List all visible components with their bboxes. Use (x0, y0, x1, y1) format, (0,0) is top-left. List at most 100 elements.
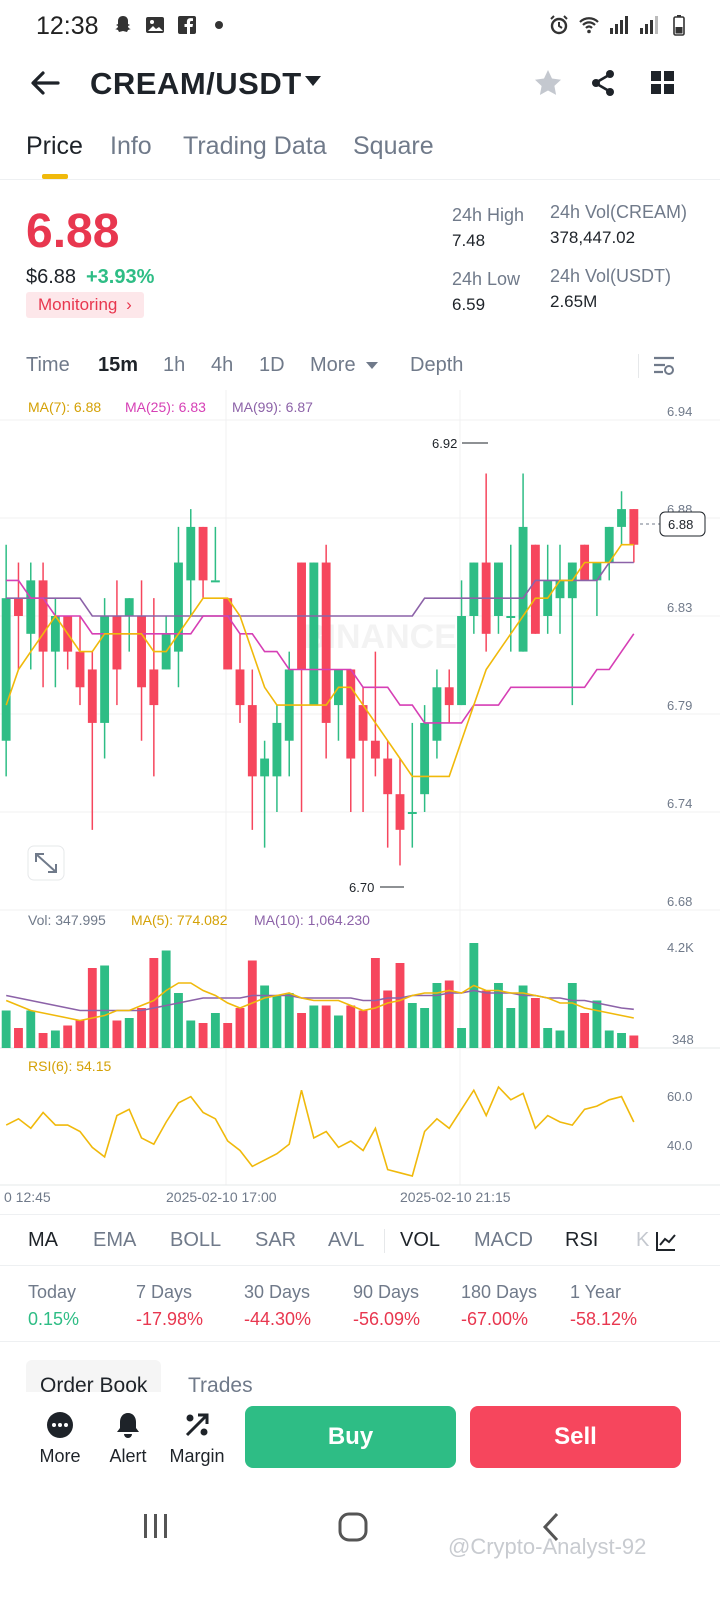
indicator-avl[interactable]: AVL (328, 1229, 365, 1251)
star-icon[interactable] (533, 68, 563, 98)
tab-trades[interactable]: Trades (188, 1374, 253, 1397)
indicator-k[interactable]: K (636, 1229, 650, 1251)
divider (384, 1229, 385, 1253)
perf-label: 30 Days (244, 1282, 311, 1302)
candle-body (530, 544, 540, 634)
sell-button[interactable]: Sell (470, 1406, 681, 1468)
volume-bar (321, 1005, 331, 1048)
rsi-line (5, 1085, 635, 1177)
perf-value: -56.09% (353, 1309, 421, 1329)
interval-1h[interactable]: 1h (163, 354, 186, 376)
volume-bar (50, 1030, 60, 1048)
candle-body (223, 598, 233, 670)
rsi-axis-label: 40.0 (667, 1138, 692, 1153)
interval-4h[interactable]: 4h (211, 354, 234, 376)
volume-bars (1, 943, 639, 1048)
volume-bar (457, 1028, 466, 1048)
price-axis-label: 6.68 (667, 894, 692, 909)
candle-body (87, 669, 97, 723)
candle-body (617, 509, 626, 527)
candle-body (555, 580, 565, 599)
indicator-macd[interactable]: MACD (474, 1229, 533, 1251)
indicator-boll[interactable]: BOLL (170, 1229, 222, 1251)
perf-value: 0.15% (28, 1309, 80, 1329)
tab-price[interactable]: Price (26, 132, 83, 160)
candle-body (592, 562, 602, 581)
more-button[interactable]: More (25, 1410, 95, 1467)
perf-label: 1 Year (570, 1282, 622, 1302)
volume-bar (26, 1010, 36, 1048)
price-axis-label: 6.83 (667, 600, 692, 615)
candle-body (494, 562, 503, 616)
volume-bar (149, 958, 159, 1048)
candle-body (629, 509, 639, 545)
share-icon[interactable] (588, 68, 618, 98)
perf-30-days: 30 Days -44.30% (244, 1282, 311, 1330)
home-icon[interactable] (336, 1510, 370, 1544)
volume-bar (432, 983, 442, 1048)
tab-order-book[interactable]: Order Book (26, 1360, 162, 1398)
volume-bar (395, 963, 405, 1048)
interval-depth[interactable]: Depth (410, 354, 464, 376)
candle-body (309, 562, 319, 706)
indicator-rsi[interactable]: RSI (565, 1229, 599, 1251)
time-axis-label: 2025-02-10 17:00 (166, 1189, 277, 1205)
volume-bar (629, 1035, 639, 1048)
interval-more[interactable]: More (310, 354, 356, 376)
indicator-bar: MA EMA BOLL SAR AVL VOL MACD RSI K (0, 1214, 720, 1266)
pair-title[interactable]: CREAM/USDT (90, 66, 302, 101)
monitoring-label: Monitoring (38, 295, 118, 314)
candle-body (260, 758, 270, 777)
candle-body (14, 598, 23, 616)
price-axis-label: 6.79 (667, 698, 692, 713)
tab-trading-data[interactable]: Trading Data (183, 132, 327, 160)
back-nav-icon[interactable] (538, 1510, 564, 1544)
volume-bar (592, 1000, 602, 1048)
volume-bar (284, 993, 294, 1048)
interval-1d[interactable]: 1D (259, 354, 285, 376)
perf-7-days: 7 Days -17.98% (136, 1282, 203, 1330)
candle-body (321, 562, 331, 723)
vol-base-value: 378,447.02 (550, 228, 636, 247)
interval-time[interactable]: Time (26, 354, 70, 376)
recent-apps-icon[interactable] (140, 1512, 172, 1542)
volume-bar (444, 980, 454, 1048)
high-marker: 6.92 (432, 436, 457, 451)
expand-icon (35, 853, 57, 873)
alarm-icon (550, 15, 568, 35)
monitoring-badge[interactable]: Monitoring › (26, 292, 144, 318)
volume-moving-averages (5, 982, 634, 1022)
interval-15m[interactable]: 15m (98, 354, 139, 376)
volume-bar (543, 1028, 553, 1048)
indicator-vol[interactable]: VOL (400, 1229, 441, 1251)
candle-body (444, 687, 454, 706)
bell-icon (117, 1413, 139, 1438)
tab-info[interactable]: Info (110, 132, 152, 160)
grid-icon[interactable] (648, 68, 678, 98)
current-price-tag: 6.88 (668, 517, 693, 532)
price-chart[interactable]: BINANCE MA(7): 6.88 MA(25): 6.83 MA(99):… (0, 390, 720, 1210)
back-arrow-icon[interactable] (28, 66, 62, 100)
indicator-settings-icon[interactable] (654, 1229, 678, 1253)
indicator-ema[interactable]: EMA (93, 1229, 137, 1251)
status-bar: 12:38 (0, 0, 720, 52)
volume-bar (383, 990, 393, 1048)
rsi-legend: RSI(6): 54.15 (28, 1058, 111, 1074)
pair-dropdown-icon[interactable] (305, 76, 321, 86)
tab-square[interactable]: Square (353, 132, 434, 160)
candle-body (26, 580, 36, 634)
volume-bar (469, 943, 479, 1048)
margin-button[interactable]: Margin (162, 1410, 232, 1467)
candle-body (518, 526, 528, 652)
volume-bar (124, 1018, 134, 1048)
indicator-ma[interactable]: MA (28, 1229, 58, 1251)
alert-button[interactable]: Alert (93, 1410, 163, 1467)
volume-bar (137, 1008, 146, 1048)
current-price-tag-box (659, 511, 706, 537)
indicator-sar[interactable]: SAR (255, 1229, 297, 1251)
volume-bar (174, 993, 183, 1048)
buy-button[interactable]: Buy (245, 1406, 456, 1468)
chart-settings-icon[interactable] (652, 354, 676, 378)
volume-bar (481, 990, 491, 1048)
divider (638, 354, 639, 378)
